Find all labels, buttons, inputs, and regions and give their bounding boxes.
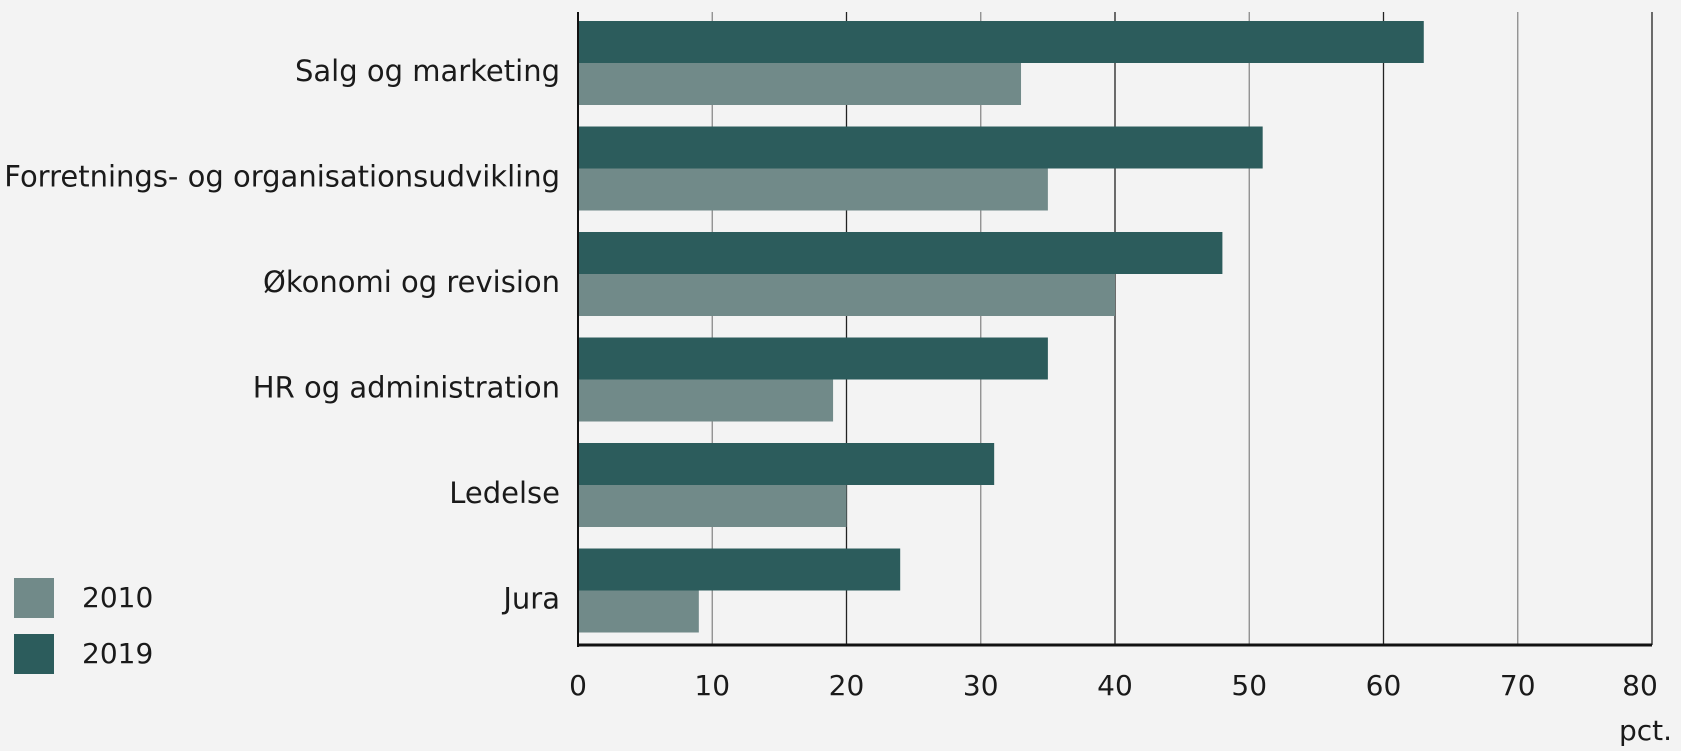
x-tick-label: 80: [1622, 669, 1658, 702]
bar-2019-2: [578, 232, 1223, 274]
bar-2010-4: [578, 485, 847, 527]
x-tick-label: 50: [1231, 669, 1267, 702]
tick-labels: 0 10 20 30 40 50 60 70 80 pct.: [569, 669, 1672, 747]
legend-label-2010: 2010: [82, 581, 153, 614]
grid-lines: [711, 12, 1653, 645]
bar-2010-5: [578, 590, 699, 633]
bar-2010-0: [578, 63, 1022, 105]
legend-swatch-2010: [14, 578, 54, 618]
x-tick-label: 60: [1366, 669, 1402, 702]
category-labels: Salg og marketing Forretnings- og organis…: [4, 54, 560, 616]
bars: [578, 21, 1424, 633]
legend: 2010 2019: [14, 578, 153, 674]
legend-swatch-2019: [14, 634, 54, 674]
category-label: Jura: [501, 582, 560, 616]
x-tick-label: 30: [963, 669, 999, 702]
bar-2019-5: [578, 548, 901, 591]
category-label: Salg og marketing: [295, 54, 560, 88]
category-label: Forretnings- og organisationsudvikling: [4, 160, 560, 194]
bar-2010-3: [578, 379, 834, 422]
bar-2010-2: [578, 274, 1115, 316]
legend-label-2019: 2019: [82, 637, 153, 670]
x-tick-label: 40: [1097, 669, 1133, 702]
axes: [577, 12, 1652, 647]
x-tick-label: 10: [694, 669, 730, 702]
x-tick-label: 70: [1500, 669, 1536, 702]
x-axis-unit-label: pct.: [1619, 714, 1672, 747]
bar-2019-3: [578, 337, 1048, 380]
category-label: Ledelse: [449, 476, 560, 510]
category-label: Økonomi og revision: [263, 265, 560, 299]
x-tick-label: 0: [569, 669, 587, 702]
x-tick-label: 20: [829, 669, 865, 702]
bar-2019-0: [578, 21, 1424, 63]
bar-2019-4: [578, 443, 995, 485]
bar-2010-1: [578, 168, 1048, 211]
category-label: HR og administration: [253, 371, 560, 405]
bar-2019-1: [578, 126, 1263, 169]
